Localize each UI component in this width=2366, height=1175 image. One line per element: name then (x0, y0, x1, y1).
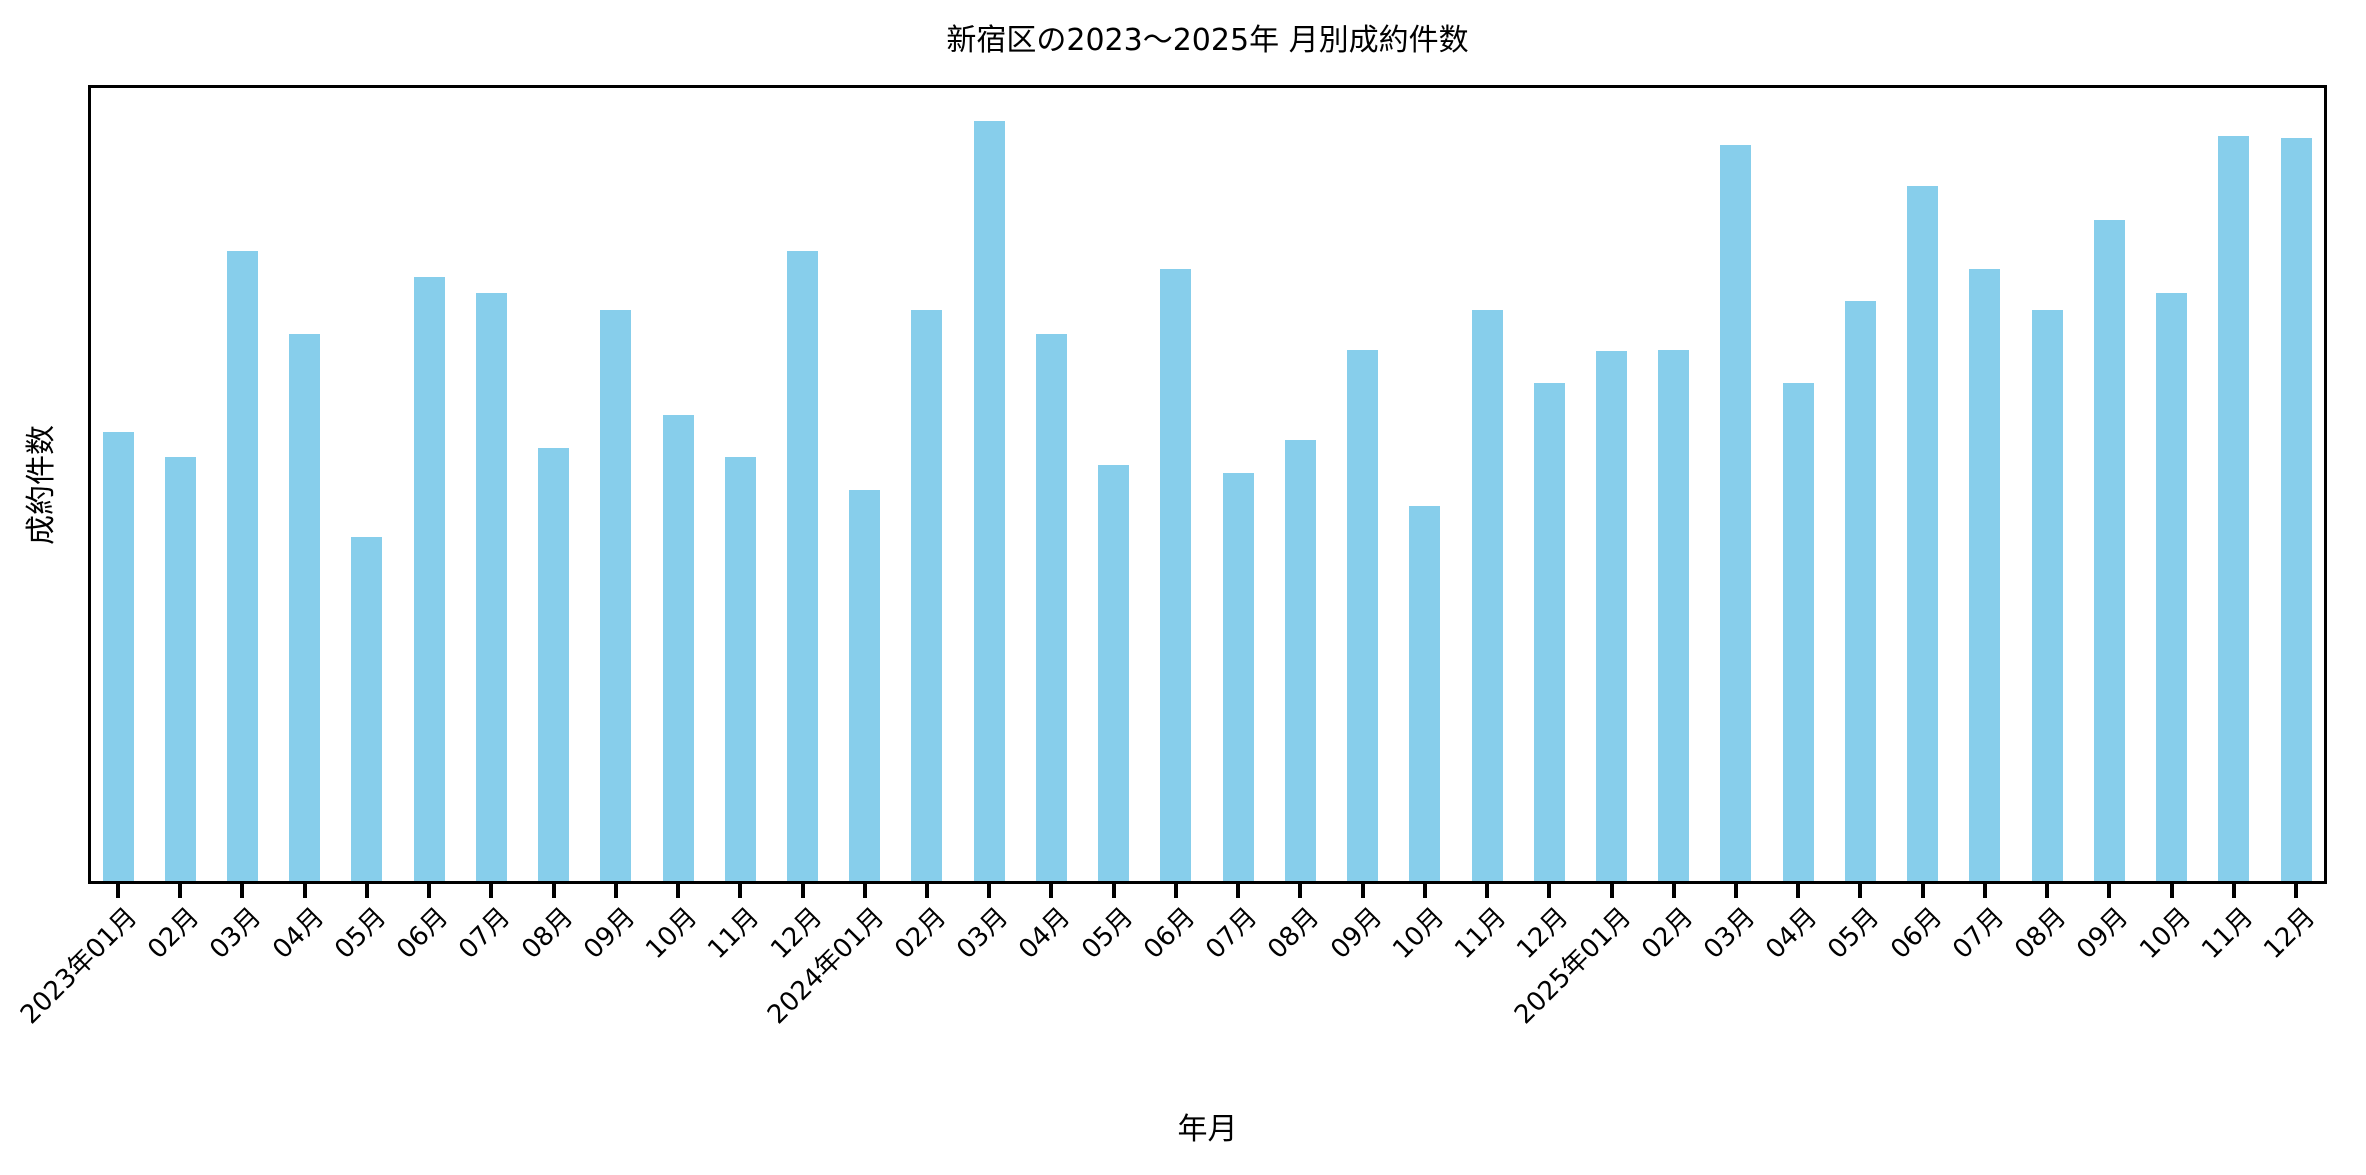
x-tick (178, 884, 183, 898)
x-tick (1049, 884, 1054, 898)
bar (102, 431, 134, 881)
x-tick (1609, 884, 1614, 898)
x-tick (862, 884, 867, 898)
chart-title: 新宿区の2023〜2025年 月別成約件数 (946, 23, 1469, 58)
bar (413, 276, 445, 881)
bar (1782, 383, 1814, 881)
x-tick (1858, 884, 1863, 898)
bar (1533, 383, 1565, 881)
bar (1098, 465, 1130, 881)
x-tick (738, 884, 743, 898)
bar (787, 250, 819, 881)
x-tick (1422, 884, 1427, 898)
bar (2031, 310, 2063, 881)
bar (2218, 135, 2250, 881)
x-tick (2231, 884, 2236, 898)
x-tick-label: 12月 (2258, 902, 2322, 965)
bar (1658, 349, 1690, 881)
bar (1844, 300, 1876, 881)
x-tick (676, 884, 681, 898)
bar (600, 310, 632, 881)
x-tick (427, 884, 432, 898)
x-tick (1236, 884, 1241, 898)
bar (538, 447, 570, 881)
x-tick (489, 884, 494, 898)
x-tick (302, 884, 307, 898)
bar (2280, 137, 2312, 881)
bar (1160, 269, 1192, 881)
bar (1596, 351, 1628, 881)
bar (1907, 186, 1939, 881)
bar (662, 414, 694, 881)
bar (2156, 292, 2188, 881)
x-tick (1360, 884, 1365, 898)
bar (289, 333, 321, 881)
x-tick (116, 884, 120, 898)
x-tick (1982, 884, 1987, 898)
x-tick (240, 884, 245, 898)
bar (1284, 440, 1316, 881)
bar (351, 536, 383, 881)
x-tick (613, 884, 618, 898)
x-tick (1485, 884, 1490, 898)
bar (1035, 333, 1067, 881)
bar (1720, 145, 1752, 881)
y-axis-label: 成約件数 (10, 85, 66, 884)
bar (849, 490, 881, 881)
bar (911, 310, 943, 881)
bar (2093, 219, 2125, 881)
bar (724, 456, 756, 881)
x-tick (1547, 884, 1552, 898)
bar (1222, 472, 1254, 881)
x-tick (364, 884, 369, 898)
x-tick (1671, 884, 1676, 898)
x-tick (1173, 884, 1178, 898)
bar (475, 292, 507, 881)
bar (164, 456, 196, 881)
x-tick (924, 884, 929, 898)
bar (226, 250, 258, 881)
bar (973, 120, 1005, 881)
x-tick (1796, 884, 1801, 898)
x-tick (1298, 884, 1303, 898)
x-tick (987, 884, 992, 898)
plot-area (88, 85, 2327, 884)
x-tick (2107, 884, 2112, 898)
x-tick (800, 884, 805, 898)
bar (1347, 349, 1379, 881)
y-axis-label-text: 成約件数 (24, 424, 59, 545)
bar (1471, 310, 1503, 881)
x-tick (2169, 884, 2174, 898)
x-axis-label: 年月 (1177, 1112, 1238, 1147)
x-tick (2045, 884, 2050, 898)
x-tick (1920, 884, 1925, 898)
x-tick (551, 884, 556, 898)
x-tick (1733, 884, 1738, 898)
x-tick (2294, 884, 2299, 898)
bar (1969, 269, 2001, 881)
x-tick (1111, 884, 1116, 898)
bar (1409, 506, 1441, 881)
